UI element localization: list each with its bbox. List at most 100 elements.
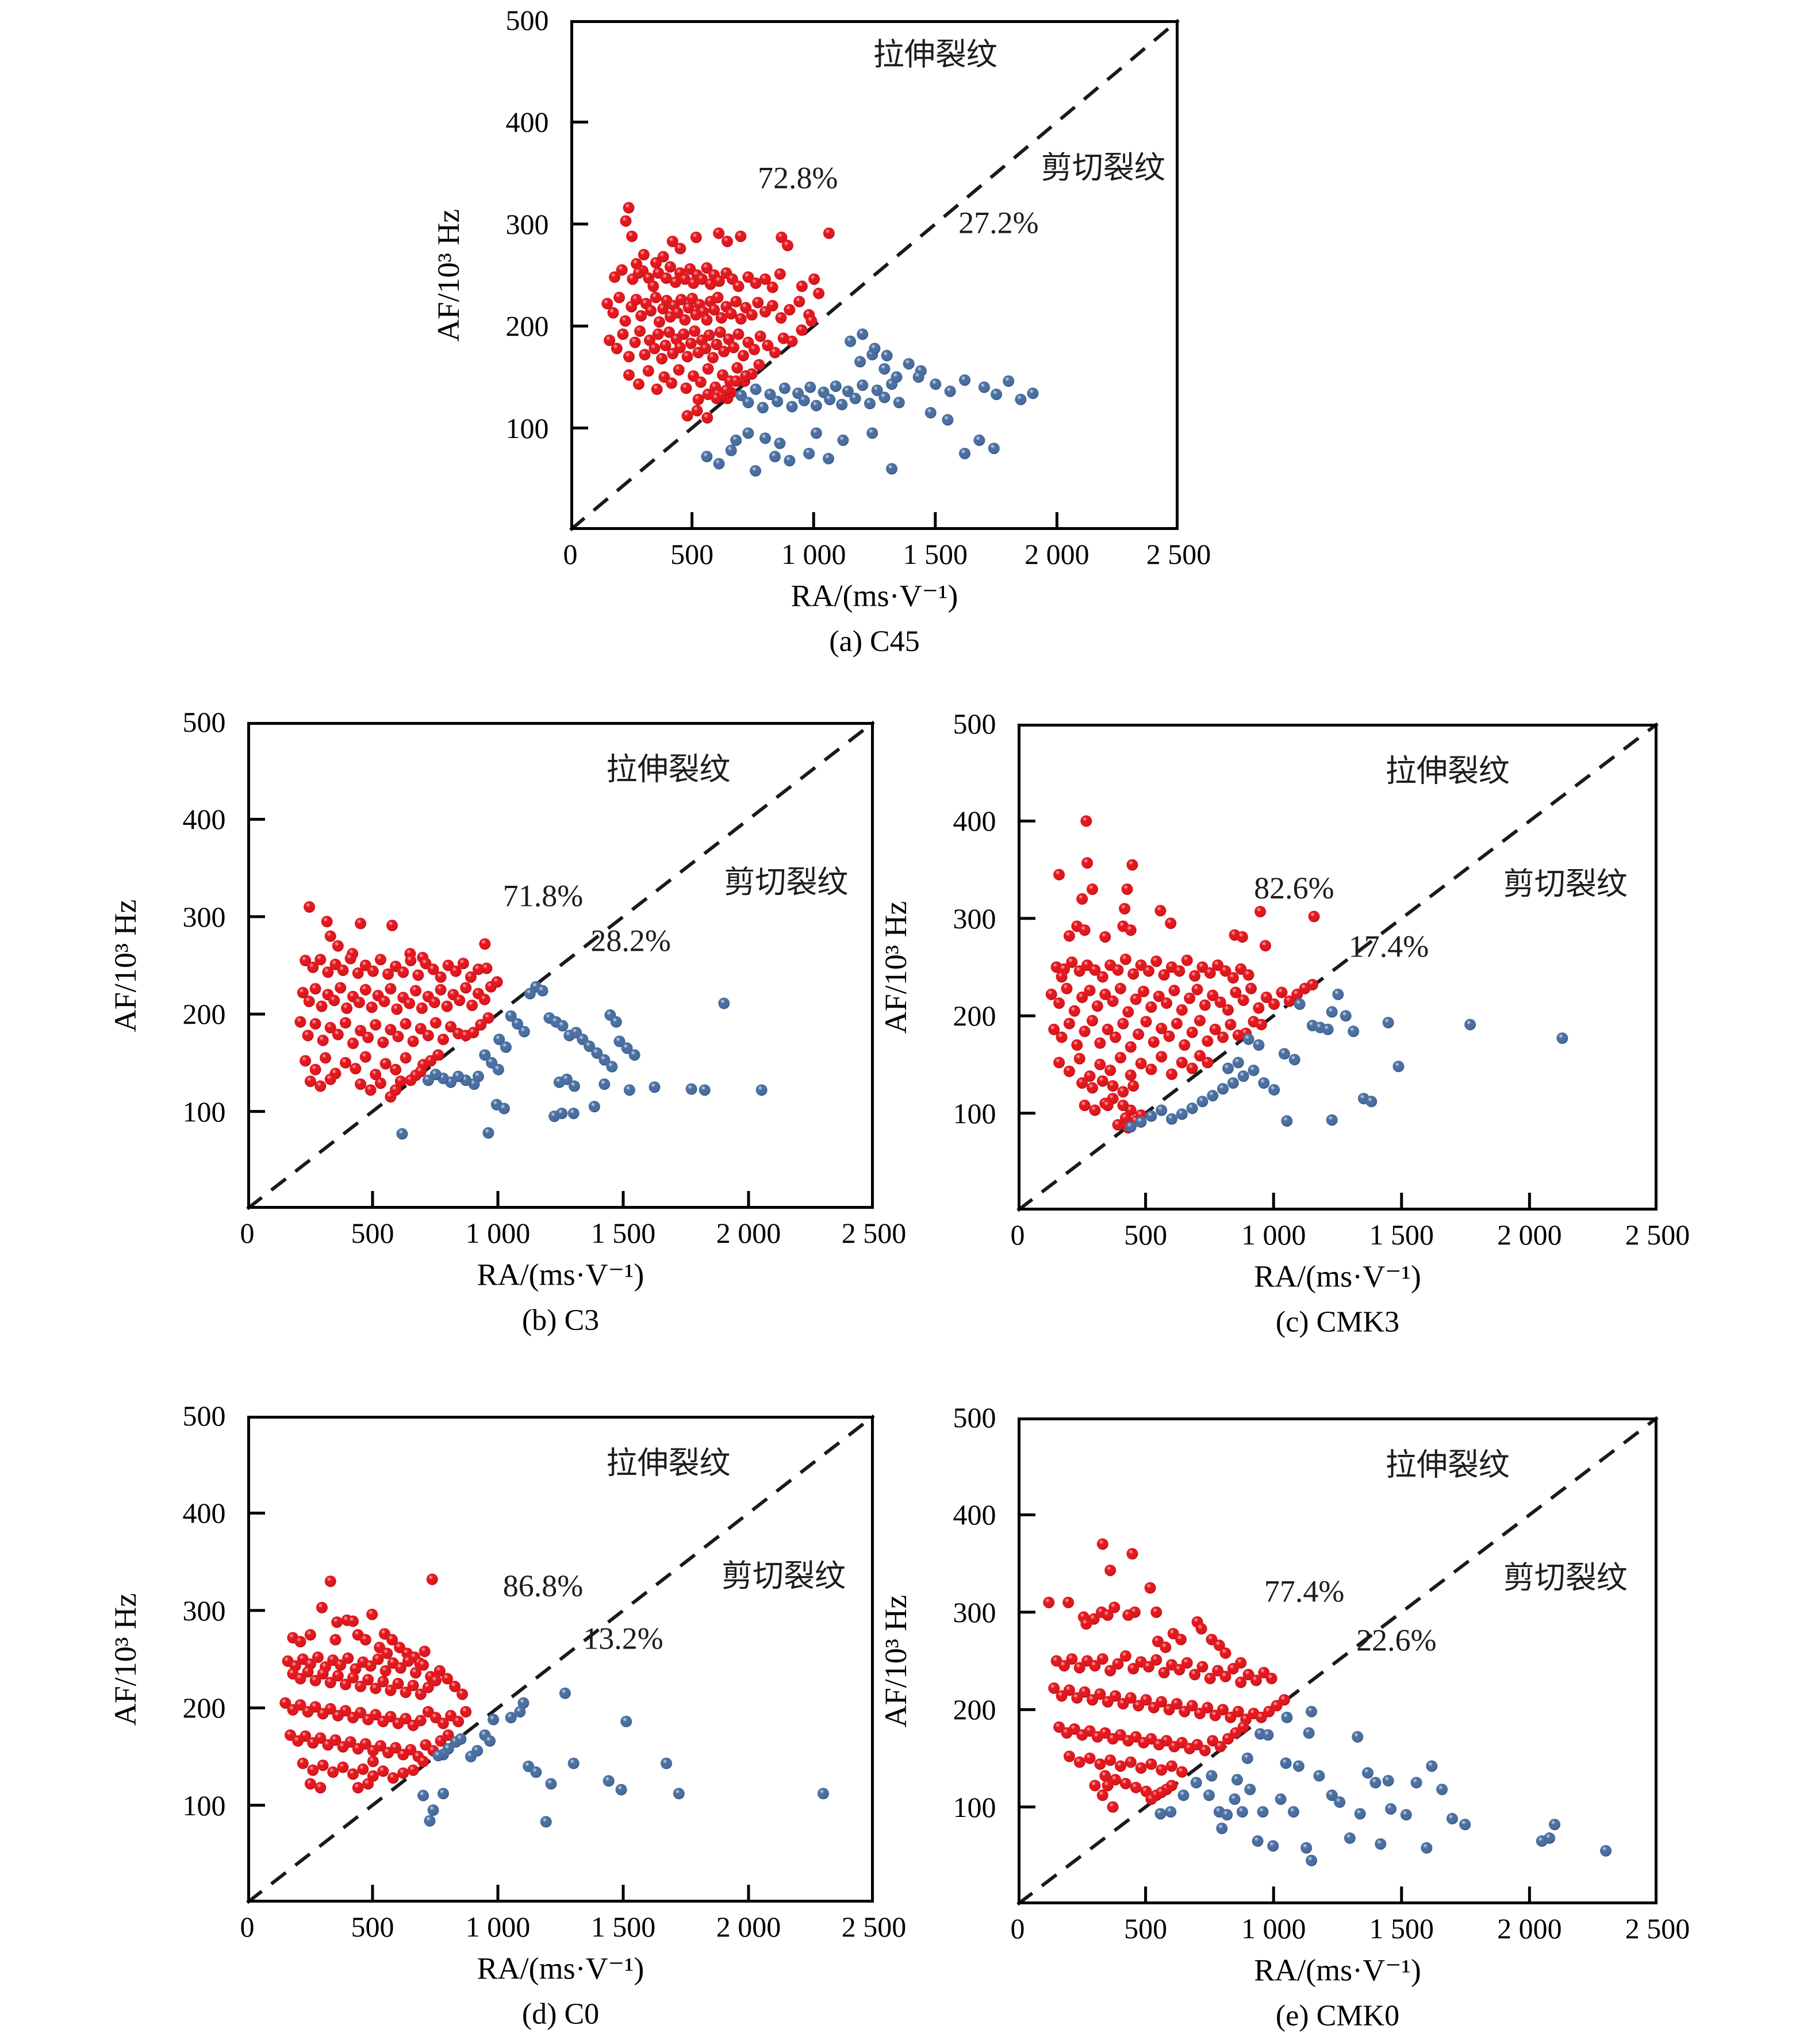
- scatter-point-red: [1080, 815, 1092, 827]
- scatter-point-red: [1125, 1041, 1137, 1053]
- scatter-point-blue: [866, 348, 878, 360]
- scatter-point-red: [331, 1616, 343, 1628]
- scatter-point-red: [433, 1665, 446, 1677]
- scatter-point-red: [823, 227, 835, 239]
- scatter-point-red: [690, 231, 702, 243]
- scatter-point-red: [623, 369, 635, 381]
- scatter-point-red: [387, 1772, 399, 1784]
- scatter-point-red: [774, 268, 786, 280]
- scatter-point-red: [342, 1652, 354, 1664]
- scatter-point-blue: [685, 1083, 697, 1095]
- y-axis-title: AF/10³ Hz: [108, 1593, 143, 1726]
- scatter-point-red: [1125, 1692, 1137, 1704]
- scatter-point-red: [701, 412, 713, 424]
- scatter-point-blue: [1221, 1809, 1233, 1821]
- scatter-point-red: [691, 269, 703, 281]
- y-tick-label: 500: [182, 706, 226, 738]
- scatter-point-blue: [584, 1040, 596, 1052]
- scatter-point-blue: [1281, 1115, 1293, 1127]
- tensile-percent-label: 72.8%: [758, 161, 838, 195]
- scatter-point-red: [1089, 964, 1101, 976]
- scatter-point-red: [292, 1735, 304, 1747]
- scatter-point-red: [1254, 905, 1267, 917]
- scatter-point-red: [352, 1629, 364, 1641]
- scatter-point-red: [1161, 1735, 1173, 1747]
- scatter-point-red: [1045, 988, 1057, 1000]
- scatter-point-red: [715, 390, 727, 402]
- scatter-point-red: [805, 315, 818, 327]
- scatter-point-red: [1194, 1050, 1206, 1062]
- y-tick-label: 300: [953, 902, 996, 935]
- scatter-point-red: [377, 1715, 389, 1727]
- scatter-point-red: [1063, 930, 1075, 942]
- scatter-point-red: [663, 326, 675, 338]
- scatter-point-red: [1248, 1707, 1260, 1719]
- scatter-point-red: [742, 336, 754, 348]
- scatter-point-red: [1119, 1777, 1131, 1789]
- scatter-point-red: [1073, 965, 1085, 977]
- scatter-point-red: [324, 1575, 336, 1587]
- axes-frame: [247, 1416, 874, 1903]
- scatter-point-blue: [730, 434, 742, 446]
- scatter-point-red: [1145, 1063, 1157, 1075]
- scatter-point-red: [1114, 1052, 1126, 1064]
- scatter-point-red: [394, 1662, 406, 1674]
- scatter-point-blue: [518, 1025, 530, 1038]
- scatter-point-red: [1176, 1056, 1188, 1069]
- scatter-point-red: [1117, 1100, 1129, 1112]
- y-tick-label: 200: [953, 1693, 996, 1726]
- scatter-point-red: [653, 316, 665, 328]
- scatter-point-red: [1056, 971, 1068, 983]
- scatter-point-red: [294, 1636, 306, 1648]
- x-tick-label: 1 000: [465, 1911, 531, 1943]
- scatter-point-red: [445, 1709, 457, 1722]
- scatter-point-red: [693, 298, 705, 310]
- scatter-point-blue: [1334, 1796, 1346, 1808]
- scatter-point-blue: [1426, 1760, 1438, 1772]
- scatter-point-red: [682, 302, 695, 314]
- scatter-point-red: [409, 1069, 421, 1081]
- scatter-point-red: [635, 310, 647, 322]
- scatter-point-red: [1186, 1700, 1198, 1712]
- scatter-point-blue: [559, 1687, 571, 1699]
- scatter-point-blue: [1556, 1032, 1568, 1044]
- scatter-point-red: [727, 341, 739, 354]
- scatter-point-red: [1161, 1784, 1173, 1796]
- scatter-point-red: [661, 294, 673, 306]
- scatter-point-blue: [1292, 1760, 1304, 1772]
- scatter-point-red: [1053, 1721, 1065, 1733]
- scatter-point-blue: [772, 395, 784, 408]
- scatter-point-blue: [784, 455, 796, 467]
- y-tick-label: 100: [953, 1791, 996, 1823]
- y-axis-title: AF/10³ Hz: [878, 901, 913, 1033]
- scatter-point-blue: [550, 1016, 562, 1028]
- scatter-point-blue: [530, 981, 542, 993]
- scatter-point-red: [437, 1033, 449, 1046]
- scatter-point-red: [1071, 920, 1083, 932]
- scatter-point-red: [350, 1063, 362, 1075]
- scatter-point-red: [1219, 1647, 1231, 1659]
- scatter-point-red: [415, 1023, 427, 1035]
- scatter-point-red: [616, 264, 628, 276]
- scatter-point-red: [1086, 1694, 1098, 1706]
- scatter-point-red: [429, 1017, 442, 1029]
- scatter-point-red: [353, 996, 365, 1008]
- scatter-point-blue: [871, 384, 883, 396]
- scatter-point-red: [1195, 1623, 1207, 1635]
- series-tensile-cracks: [1045, 815, 1320, 1134]
- scatter-point-blue: [1421, 1842, 1433, 1854]
- scatter-point-red: [422, 1029, 434, 1042]
- scatter-point-red: [456, 1688, 469, 1700]
- scatter-point-blue: [479, 1049, 491, 1061]
- scatter-point-blue: [824, 393, 836, 405]
- scatter-point-red: [324, 1703, 336, 1715]
- scatter-point-red: [664, 261, 676, 273]
- scatter-point-red: [390, 1063, 402, 1075]
- scatter-point-red: [362, 1778, 374, 1790]
- scatter-point-red: [337, 1761, 349, 1773]
- scatter-point-red: [686, 293, 699, 305]
- scatter-point-red: [1161, 997, 1173, 1009]
- scatter-point-red: [1253, 1002, 1265, 1014]
